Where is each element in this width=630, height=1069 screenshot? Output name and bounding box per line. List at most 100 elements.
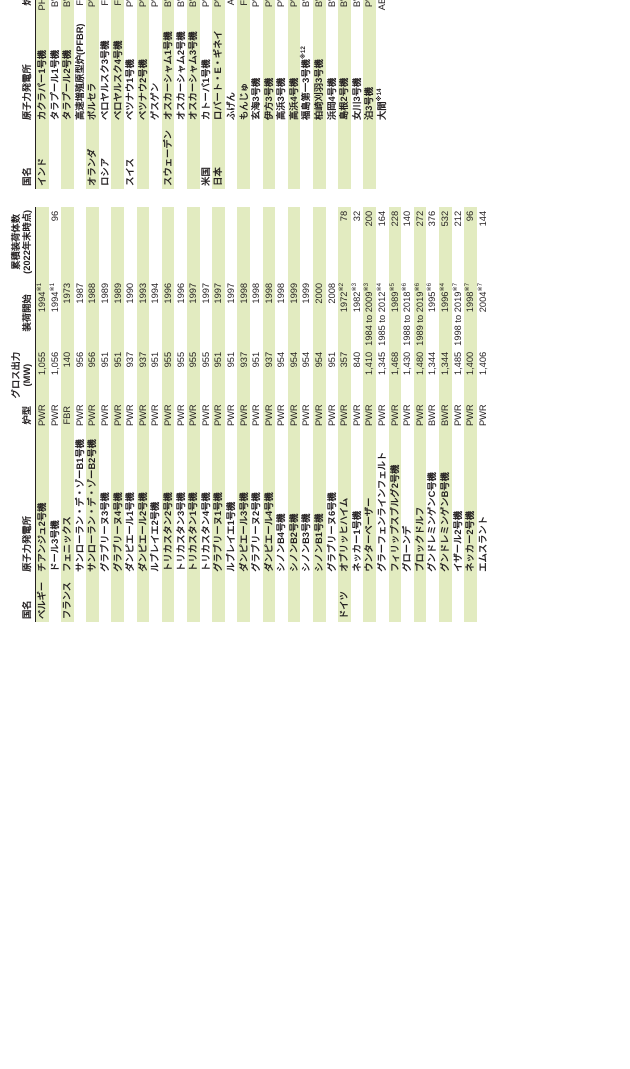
cell-loading-start: 1989 bbox=[111, 276, 125, 349]
cell-country bbox=[200, 575, 213, 622]
cell-loading-start: 1973 bbox=[61, 276, 74, 349]
header-gross-output-unit: (MW) bbox=[21, 363, 32, 387]
cell-gross-output: 951 bbox=[212, 348, 225, 402]
cell-country bbox=[326, 575, 339, 622]
cell-gross-output: 955 bbox=[175, 351, 186, 368]
cell-reactor-type: PWR bbox=[413, 401, 427, 430]
cell-plant: グラブリーヌ3号機 bbox=[99, 492, 110, 572]
cell-plant: 大間※14 bbox=[375, 88, 388, 121]
cell-plant: 高速増殖原型炉(PFBR) bbox=[74, 23, 85, 121]
cell-plant: 高浜3号機 bbox=[276, 77, 287, 121]
table-row: エムスラント PWR 1,406 2004※7 144 bbox=[477, 207, 490, 622]
cell-plant: グラブリーヌ2号機 bbox=[251, 492, 262, 572]
cell-plant: 浜岡4号機 bbox=[326, 77, 337, 121]
cell-country bbox=[74, 123, 87, 189]
cell-reactor-type: PWR bbox=[200, 404, 211, 427]
table-row: シノンB1号機 PWR 954 2000 bbox=[312, 206, 326, 622]
header-cumulative-label: 累積装荷体数 bbox=[11, 213, 22, 270]
cell-gross-output: 951 bbox=[111, 348, 125, 402]
cell-country: 日本 bbox=[212, 123, 225, 189]
cell-cumulative: 140 bbox=[402, 210, 413, 227]
cell-country: スウェーデン bbox=[161, 123, 175, 189]
cell-cumulative bbox=[161, 206, 175, 277]
cell-country bbox=[250, 575, 263, 622]
cell-cumulative: 376 bbox=[427, 210, 438, 227]
cell-plant: ベツナウ1号機 bbox=[125, 59, 136, 121]
cell-country bbox=[149, 123, 162, 189]
cell-country bbox=[312, 574, 326, 622]
cell-reactor-type: PWR bbox=[301, 404, 312, 427]
cell-plant: グンドレミンゲンB号機 bbox=[438, 429, 452, 575]
cell-gross-output: 955 bbox=[161, 348, 175, 402]
cell-reactor-type: ABWR bbox=[376, 0, 389, 13]
cell-reactor-type: BWR bbox=[338, 0, 351, 14]
cell-gross-output: 937 bbox=[125, 351, 136, 368]
cell-loading-start: 1997 bbox=[225, 282, 236, 304]
cell-cumulative: 200 bbox=[363, 206, 376, 277]
cell-country bbox=[426, 575, 439, 622]
cell-country: スイス bbox=[125, 158, 136, 186]
table-row: ベロヤルスク4号機FBR8852020 bbox=[111, 0, 125, 189]
cell-plant: 泊3号機 bbox=[363, 13, 376, 124]
cell-country bbox=[275, 123, 288, 189]
cell-gross-output: 140 bbox=[61, 348, 74, 402]
cell-loading-start: 1999 bbox=[287, 276, 301, 349]
header-loading-start: 装荷開始 bbox=[10, 276, 36, 349]
table-left: 国名 原子力発電所 炉型 グロス出力 (MW) 装荷開始 累積装荷体数 (202… bbox=[10, 206, 490, 622]
cell-plant: ドール3号機 bbox=[49, 520, 60, 572]
cell-gross-output: 357 bbox=[338, 348, 351, 402]
cell-reactor-type: BWR bbox=[427, 404, 438, 427]
cell-cumulative: 96 bbox=[49, 210, 60, 222]
cell-cumulative bbox=[200, 207, 213, 277]
cell-plant: ダンピエール3号機 bbox=[237, 429, 250, 575]
table-row: もんじゅFBR2801993※11 bbox=[237, 0, 250, 189]
cell-plant: イザール2号機 bbox=[452, 510, 463, 572]
table-row: 高浜4号機PWR8702016※1336 bbox=[287, 0, 301, 189]
cell-cumulative bbox=[275, 207, 288, 277]
cell-reactor-type: PWR bbox=[35, 401, 49, 430]
table-row: ダンピエール1号機 PWR 937 1990 bbox=[124, 207, 137, 622]
cell-cumulative bbox=[237, 206, 250, 277]
cell-loading-start: 2000 bbox=[312, 276, 326, 349]
cell-reactor-type: FBR bbox=[99, 0, 112, 13]
cell-loading-start: 1990 bbox=[125, 282, 136, 304]
table-row: ダンピエール2号機 PWR 937 1993 bbox=[136, 206, 150, 622]
cell-reactor-type: PWR bbox=[312, 401, 326, 430]
cell-country bbox=[262, 574, 276, 622]
table-row: ドール3号機 PWR 1,056 1994※1 96 bbox=[49, 207, 62, 622]
cell-cumulative bbox=[174, 207, 187, 277]
cell-cumulative bbox=[86, 206, 99, 277]
table-row: 泊3号機PWR912装荷認可※15 bbox=[363, 0, 376, 189]
table-row: イザール2号機 PWR 1,485 1998 to 2019※7 212 bbox=[452, 207, 465, 622]
cell-reactor-type: PWR bbox=[452, 404, 463, 427]
cell-reactor-type: BWR bbox=[326, 0, 339, 13]
cell-country bbox=[136, 574, 150, 622]
cell-cumulative bbox=[99, 207, 112, 277]
header-reactor-type-2: 炉型 bbox=[10, 0, 36, 14]
table-row: グラブリーヌ4号機 PWR 951 1989 bbox=[111, 206, 125, 622]
cell-plant: ベロヤルスク3号機 bbox=[99, 40, 110, 121]
cell-gross-output: 1,400 bbox=[464, 348, 477, 402]
cell-plant: 女川3号機 bbox=[351, 77, 362, 121]
table-right-header-row: 国名 原子力発電所 炉型 グロス出力 (MW) 装荷開始 累積装荷体数 (202… bbox=[10, 0, 36, 189]
cell-country bbox=[275, 575, 288, 622]
cell-loading-start: 1999 bbox=[301, 282, 312, 304]
cell-country bbox=[452, 575, 465, 622]
cell-plant: オスカーシャム1号機 bbox=[161, 13, 175, 124]
cell-reactor-type: PWR bbox=[200, 0, 213, 13]
cell-reactor-type: PWR bbox=[464, 401, 477, 430]
cell-plant: ネッカー2号機 bbox=[464, 429, 477, 575]
table-row: 女川3号機BWR825装荷認可※15 bbox=[351, 0, 364, 189]
table-row: グンドレミンゲンC号機 BWR 1,344 1995※6 376 bbox=[426, 207, 439, 622]
table-left-wrap: 国名 原子力発電所 炉型 グロス出力 (MW) 装荷開始 累積装荷体数 (202… bbox=[10, 206, 490, 622]
table-row: ロシアベロヤルスク3号機FBR6002003 bbox=[99, 0, 112, 189]
header-country: 国名 bbox=[10, 574, 36, 622]
table-row: シノンB2号機 PWR 954 1999 bbox=[287, 206, 301, 622]
cell-cumulative bbox=[35, 206, 49, 277]
table-row: ネッカー2号機 PWR 1,400 1998※7 96 bbox=[464, 206, 477, 622]
table-row: 福島第一3号機※12BWR784201032 bbox=[300, 0, 313, 189]
cell-gross-output: 954 bbox=[276, 351, 287, 368]
cell-reactor-type: BWR bbox=[61, 0, 74, 14]
cell-gross-output: 954 bbox=[287, 348, 301, 402]
table-row: タラプール2号機BWR1601995 bbox=[61, 0, 74, 189]
